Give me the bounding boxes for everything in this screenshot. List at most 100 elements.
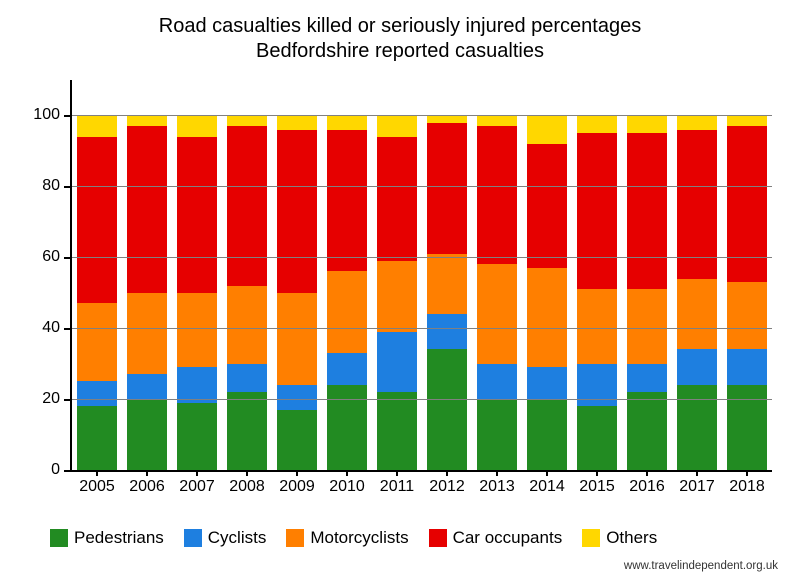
segment-car-occupants bbox=[277, 130, 317, 293]
chart-title: Road casualties killed or seriously inju… bbox=[0, 0, 800, 64]
segment-car-occupants bbox=[527, 144, 567, 268]
segment-others bbox=[277, 116, 317, 130]
legend-item-motorcyclists: Motorcyclists bbox=[286, 528, 408, 548]
segment-motorcyclists bbox=[177, 293, 217, 367]
segment-pedestrians bbox=[377, 392, 417, 470]
segment-others bbox=[677, 115, 717, 129]
segment-others bbox=[627, 115, 667, 133]
segment-cyclists bbox=[127, 374, 167, 399]
bar bbox=[377, 115, 417, 470]
segment-pedestrians bbox=[177, 403, 217, 470]
bar bbox=[127, 116, 167, 471]
bar bbox=[427, 116, 467, 471]
title-line-1: Road casualties killed or seriously inju… bbox=[0, 14, 800, 39]
bar-2013: 2013 bbox=[477, 115, 517, 470]
segment-others bbox=[177, 115, 217, 136]
bar-2005: 2005 bbox=[77, 115, 117, 470]
bar-2014: 2014 bbox=[527, 115, 567, 470]
x-axis-label: 2011 bbox=[380, 470, 414, 496]
x-axis-label: 2014 bbox=[529, 470, 565, 496]
segment-motorcyclists bbox=[527, 268, 567, 367]
segment-motorcyclists bbox=[577, 289, 617, 363]
x-axis-label: 2013 bbox=[479, 470, 515, 496]
legend: Pedestrians Cyclists Motorcyclists Car occu… bbox=[50, 528, 657, 548]
x-axis-label: 2017 bbox=[679, 470, 715, 496]
segment-car-occupants bbox=[727, 126, 767, 282]
segment-car-occupants bbox=[77, 137, 117, 304]
segment-pedestrians bbox=[627, 392, 667, 470]
segment-car-occupants bbox=[127, 126, 167, 293]
segment-others bbox=[377, 115, 417, 136]
segment-others bbox=[227, 115, 267, 126]
attribution: www.travelindependent.org.uk bbox=[624, 560, 778, 572]
legend-item-others: Others bbox=[582, 528, 657, 548]
segment-motorcyclists bbox=[227, 286, 267, 364]
segment-motorcyclists bbox=[327, 271, 367, 353]
bar bbox=[577, 115, 617, 470]
segment-pedestrians bbox=[327, 385, 367, 470]
x-axis-label: 2005 bbox=[79, 470, 115, 496]
bars-group: 2005200620072008200920102011201220132014… bbox=[72, 80, 772, 470]
segment-car-occupants bbox=[677, 130, 717, 279]
segment-motorcyclists bbox=[477, 264, 517, 363]
gridline bbox=[72, 186, 772, 187]
bar bbox=[177, 115, 217, 470]
legend-label: Motorcyclists bbox=[310, 528, 408, 548]
segment-cyclists bbox=[227, 364, 267, 392]
segment-others bbox=[527, 115, 567, 143]
segment-cyclists bbox=[527, 367, 567, 399]
legend-swatch bbox=[184, 529, 202, 547]
bar bbox=[227, 115, 267, 470]
segment-motorcyclists bbox=[277, 293, 317, 385]
bar-2018: 2018 bbox=[727, 115, 767, 470]
legend-item-pedestrians: Pedestrians bbox=[50, 528, 164, 548]
bar-2012: 2012 bbox=[427, 116, 467, 471]
bar bbox=[277, 116, 317, 471]
legend-item-car-occupants: Car occupants bbox=[429, 528, 563, 548]
segment-cyclists bbox=[477, 364, 517, 399]
legend-swatch bbox=[50, 529, 68, 547]
bar-2011: 2011 bbox=[377, 115, 417, 470]
segment-pedestrians bbox=[577, 406, 617, 470]
y-axis-label: 80 bbox=[42, 177, 72, 195]
bar bbox=[677, 115, 717, 470]
bar-2016: 2016 bbox=[627, 115, 667, 470]
x-axis-label: 2006 bbox=[129, 470, 165, 496]
chart-container: Road casualties killed or seriously inju… bbox=[0, 0, 800, 580]
y-axis-label: 100 bbox=[33, 106, 72, 124]
segment-car-occupants bbox=[427, 123, 467, 254]
y-axis-label: 0 bbox=[51, 461, 72, 479]
segment-cyclists bbox=[627, 364, 667, 392]
y-axis-label: 20 bbox=[42, 390, 72, 408]
gridline bbox=[72, 257, 772, 258]
segment-pedestrians bbox=[127, 399, 167, 470]
segment-motorcyclists bbox=[127, 293, 167, 375]
bar bbox=[327, 116, 367, 471]
bar-2006: 2006 bbox=[127, 116, 167, 471]
segment-others bbox=[477, 115, 517, 126]
bar-2015: 2015 bbox=[577, 115, 617, 470]
segment-cyclists bbox=[427, 314, 467, 349]
x-axis-label: 2009 bbox=[279, 470, 315, 496]
segment-car-occupants bbox=[227, 126, 267, 286]
legend-label: Car occupants bbox=[453, 528, 563, 548]
segment-cyclists bbox=[177, 367, 217, 402]
x-axis-label: 2018 bbox=[729, 470, 765, 496]
segment-others bbox=[327, 116, 367, 130]
segment-cyclists bbox=[677, 349, 717, 384]
legend-label: Pedestrians bbox=[74, 528, 164, 548]
segment-motorcyclists bbox=[627, 289, 667, 363]
segment-pedestrians bbox=[677, 385, 717, 470]
segment-motorcyclists bbox=[427, 254, 467, 314]
x-axis-label: 2012 bbox=[429, 470, 465, 496]
segment-pedestrians bbox=[427, 349, 467, 470]
legend-swatch bbox=[286, 529, 304, 547]
segment-car-occupants bbox=[377, 137, 417, 261]
segment-cyclists bbox=[77, 381, 117, 406]
gridline bbox=[72, 399, 772, 400]
x-axis-label: 2007 bbox=[179, 470, 215, 496]
segment-motorcyclists bbox=[377, 261, 417, 332]
segment-motorcyclists bbox=[677, 279, 717, 350]
segment-others bbox=[577, 115, 617, 133]
legend-item-cyclists: Cyclists bbox=[184, 528, 267, 548]
